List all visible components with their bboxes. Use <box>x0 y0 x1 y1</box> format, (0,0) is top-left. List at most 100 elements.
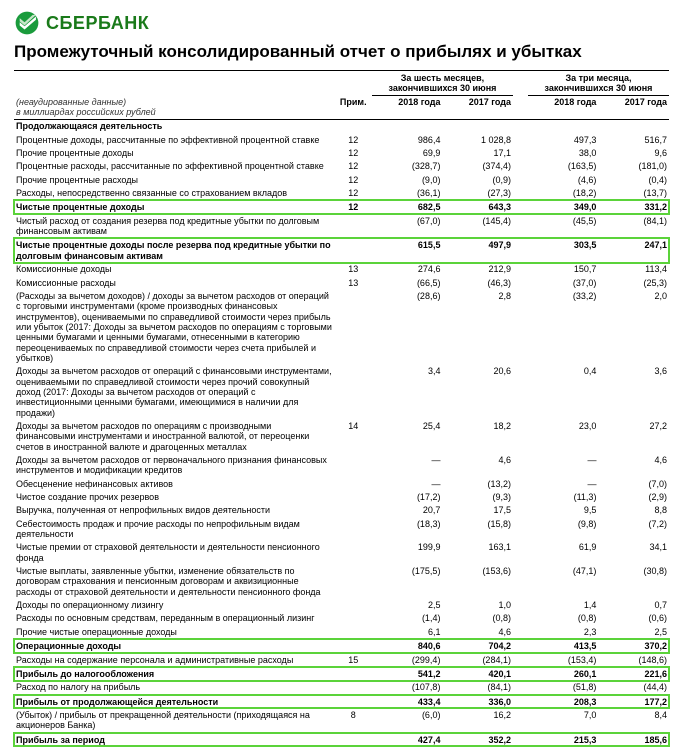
cell: 12 <box>335 133 372 146</box>
cell <box>513 733 528 747</box>
cell <box>335 365 372 420</box>
cell: Комиссионные расходы <box>14 276 335 289</box>
table-row: Прочие процентные доходы1269,917,138,09,… <box>14 147 669 160</box>
table-row: Расходы по основным средствам, переданны… <box>14 612 669 625</box>
table-row: Комиссионные доходы13274,6212,9150,7113,… <box>14 263 669 276</box>
cell: 1 028,8 <box>442 133 513 146</box>
cell <box>513 541 528 565</box>
cell: 17,1 <box>442 147 513 160</box>
cell: (0,8) <box>442 612 513 625</box>
header-2017-b: 2017 года <box>598 95 669 119</box>
cell <box>513 504 528 517</box>
cell: 150,7 <box>528 263 599 276</box>
cell: Чистые процентные доходы после резерва п… <box>14 238 335 262</box>
header-note-col: Прим. <box>335 95 372 119</box>
table-row: Чистые выплаты, заявленные убытки, измен… <box>14 565 669 599</box>
cell: 0,4 <box>528 365 599 420</box>
cell: — <box>528 454 599 478</box>
cell <box>335 541 372 565</box>
cell <box>513 214 528 238</box>
cell: (163,5) <box>528 160 599 173</box>
cell: 349,0 <box>528 200 599 214</box>
cell <box>513 491 528 504</box>
cell <box>513 187 528 201</box>
cell: 8,4 <box>598 708 669 732</box>
table-row: Расход по налогу на прибыль(107,8)(84,1)… <box>14 681 669 695</box>
cell: (181,0) <box>598 160 669 173</box>
cell: 3,6 <box>598 365 669 420</box>
cell: Прочие чистые операционные доходы <box>14 625 335 639</box>
table-row: Процентные доходы, рассчитанные по эффек… <box>14 133 669 146</box>
cell: 682,5 <box>372 200 443 214</box>
cell: 427,4 <box>372 733 443 747</box>
cell <box>513 477 528 490</box>
cell: 15 <box>335 653 372 667</box>
table-row: Доходы за вычетом расходов от операций с… <box>14 365 669 420</box>
cell: 615,5 <box>372 238 443 262</box>
table-row: (Расходы за вычетом доходов) / доходы за… <box>14 289 669 364</box>
cell: 18,2 <box>442 419 513 453</box>
cell <box>513 454 528 478</box>
cell: (374,4) <box>442 160 513 173</box>
cell: (13,2) <box>442 477 513 490</box>
cell: (18,3) <box>372 517 443 541</box>
financial-table: За шесть месяцев, закончившихся 30 июня … <box>14 71 669 746</box>
table-row: Выручка, полученная от непрофильных видо… <box>14 504 669 517</box>
cell: 336,0 <box>442 695 513 709</box>
cell: (45,5) <box>528 214 599 238</box>
cell <box>513 289 528 364</box>
table-row: Процентные расходы, рассчитанные по эффе… <box>14 160 669 173</box>
cell: 2,5 <box>372 599 443 612</box>
cell: (7,2) <box>598 517 669 541</box>
note-unaudited: (неаудированные данные) <box>16 97 126 107</box>
cell: Процентные доходы, рассчитанные по эффек… <box>14 133 335 146</box>
cell: 69,9 <box>372 147 443 160</box>
cell: Комиссионные доходы <box>14 263 335 276</box>
cell: Чистые выплаты, заявленные убытки, измен… <box>14 565 335 599</box>
cell: (0,9) <box>442 173 513 186</box>
table-row: Комиссионные расходы13(66,5)(46,3)(37,0)… <box>14 276 669 289</box>
header-2017-a: 2017 года <box>442 95 513 119</box>
cell <box>335 639 372 653</box>
cell: 16,2 <box>442 708 513 732</box>
cell: (27,3) <box>442 187 513 201</box>
cell: 8 <box>335 708 372 732</box>
cell <box>513 160 528 173</box>
table-row: Прибыль до налогообложения541,2420,1260,… <box>14 667 669 681</box>
cell: Прибыль за период <box>14 733 335 747</box>
cell: 541,2 <box>372 667 443 681</box>
cell: 20,7 <box>372 504 443 517</box>
section-continuing-label: Продолжающаяся деятельность <box>14 119 669 133</box>
cell: Прочие процентные расходы <box>14 173 335 186</box>
cell: (175,5) <box>372 565 443 599</box>
table-row: Прибыль от продолжающейся деятельности43… <box>14 695 669 709</box>
cell: 986,4 <box>372 133 443 146</box>
table-row: Чистый расход от создания резерва под кр… <box>14 214 669 238</box>
cell: (299,4) <box>372 653 443 667</box>
cell: (44,4) <box>598 681 669 695</box>
cell: Себестоимость продаж и прочие расходы по… <box>14 517 335 541</box>
cell <box>335 565 372 599</box>
table-row: Чистые процентные доходы12682,5643,3349,… <box>14 200 669 214</box>
table-row: Обесценение нефинансовых активов—(13,2)—… <box>14 477 669 490</box>
header-2018-a: 2018 года <box>372 95 443 119</box>
cell: 497,9 <box>442 238 513 262</box>
table-row: Доходы за вычетом расходов от первоначал… <box>14 454 669 478</box>
cell: 2,3 <box>528 625 599 639</box>
cell <box>335 599 372 612</box>
table-row: Прочие процентные расходы12(9,0)(0,9)(4,… <box>14 173 669 186</box>
table-row: Чистые премии от страховой деятельности … <box>14 541 669 565</box>
cell: 643,3 <box>442 200 513 214</box>
cell: 221,6 <box>598 667 669 681</box>
cell: (1,4) <box>372 612 443 625</box>
header-6mo: За шесть месяцев, закончившихся 30 июня <box>372 71 513 95</box>
cell: 413,5 <box>528 639 599 653</box>
table-row: Чистые процентные доходы после резерва п… <box>14 238 669 262</box>
logo: СБЕРБАНК <box>14 10 669 36</box>
table-row: (Убыток) / прибыль от прекращенной деяте… <box>14 708 669 732</box>
cell <box>335 625 372 639</box>
cell: (4,6) <box>528 173 599 186</box>
cell: (9,0) <box>372 173 443 186</box>
cell: (107,8) <box>372 681 443 695</box>
cell: 23,0 <box>528 419 599 453</box>
